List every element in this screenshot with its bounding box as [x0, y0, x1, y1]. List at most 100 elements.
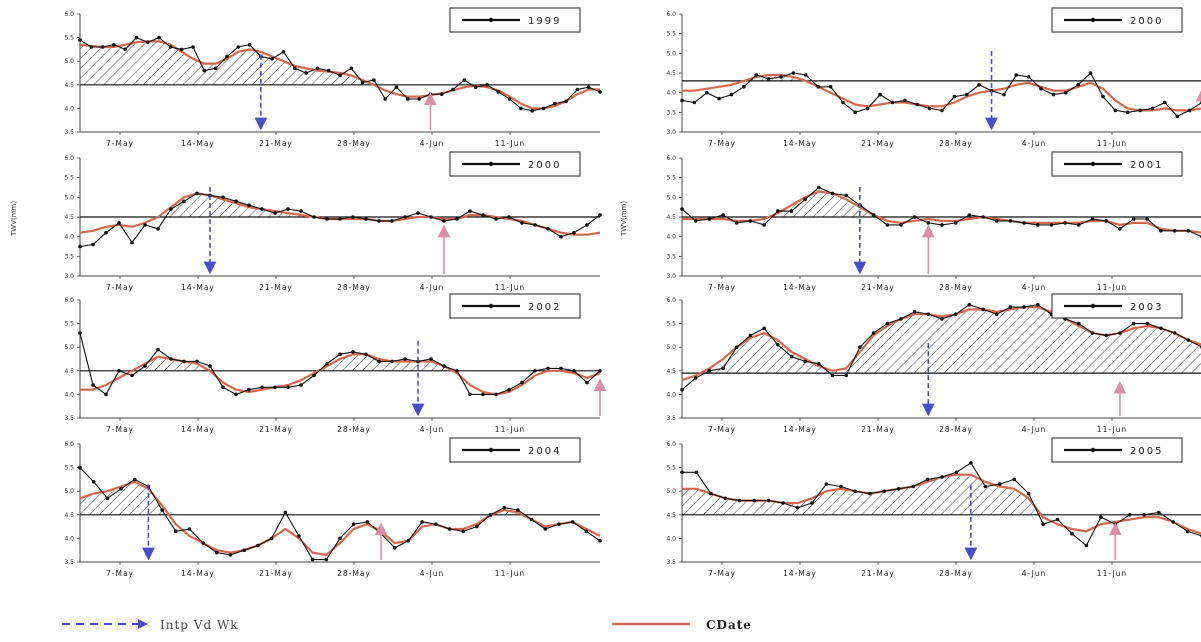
- x-tick-label: 4-Jun: [420, 139, 445, 148]
- observed-point: [169, 207, 173, 211]
- observed-point: [940, 223, 944, 227]
- observed-point: [598, 539, 602, 543]
- observed-point: [853, 110, 858, 115]
- x-tick-label: 21-May: [861, 569, 895, 578]
- observed-point: [1026, 75, 1031, 79]
- legend-marker-icon: [488, 17, 494, 23]
- y-tick-label: 3.5: [666, 415, 676, 422]
- observed-point: [434, 522, 438, 526]
- onset-arrow-legend-icon: [62, 619, 148, 629]
- observed-point: [78, 244, 82, 249]
- legend-marker-icon: [1090, 447, 1096, 453]
- observed-point: [312, 373, 316, 378]
- observed-point: [983, 484, 988, 489]
- observed-point: [779, 75, 783, 79]
- legend-cdate-label: CDate: [706, 618, 752, 632]
- y-tick-label: 6.0: [666, 441, 676, 448]
- observed-point: [475, 524, 479, 529]
- observed-point: [273, 385, 277, 390]
- x-tick-label: 28-May: [939, 569, 973, 578]
- observed-point: [132, 477, 137, 482]
- legend-year-label: 2000: [1130, 16, 1163, 27]
- observed-point: [1131, 217, 1136, 221]
- x-tick-label: 28-May: [337, 569, 371, 578]
- legend-marker-icon: [1090, 161, 1096, 167]
- observed-point: [1036, 302, 1040, 307]
- x-tick-label: 28-May: [337, 425, 371, 434]
- observed-point: [485, 83, 489, 87]
- observed-point: [705, 90, 709, 95]
- observed-point: [439, 92, 444, 96]
- observed-point: [994, 312, 999, 317]
- observed-point: [182, 359, 186, 364]
- observed-point: [1145, 217, 1150, 221]
- x-tick-label: 21-May: [259, 425, 293, 434]
- observed-point: [1064, 90, 1068, 95]
- x-tick-label: 14-May: [783, 139, 817, 148]
- observed-point: [473, 85, 478, 89]
- observed-point: [312, 215, 316, 219]
- observed-point: [156, 347, 160, 352]
- observed-point: [1101, 94, 1105, 99]
- observed-point: [324, 557, 329, 562]
- x-tick-label: 11-Jun: [1097, 425, 1127, 434]
- x-tick-label: 14-May: [783, 283, 817, 292]
- smoothed-series-line: [682, 73, 1201, 112]
- x-tick-label: 4-Jun: [1022, 425, 1047, 434]
- observed-point: [100, 45, 105, 49]
- observed-point: [270, 57, 275, 61]
- observed-point: [187, 527, 192, 531]
- observed-point: [78, 331, 82, 335]
- observed-point: [734, 221, 739, 225]
- observed-point: [338, 217, 342, 221]
- observed-point: [364, 352, 368, 357]
- observed-point: [299, 209, 303, 213]
- observed-point: [394, 85, 399, 89]
- y-tick-label: 5.5: [64, 321, 74, 328]
- observed-point: [953, 221, 958, 225]
- observed-point: [748, 219, 753, 223]
- y-tick-label: 5.0: [64, 344, 74, 351]
- observed-point: [273, 211, 277, 215]
- y-tick-label: 6.0: [666, 155, 676, 162]
- observed-point: [519, 106, 523, 111]
- observed-point: [247, 42, 252, 47]
- observed-point: [791, 71, 796, 75]
- y-tick-label: 5.0: [64, 488, 74, 495]
- legend-cdate: CDate: [610, 612, 830, 636]
- observed-point: [442, 364, 446, 368]
- observed-point: [738, 498, 742, 503]
- observed-point: [952, 94, 957, 99]
- x-tick-label: 28-May: [939, 283, 973, 292]
- observed-point: [156, 227, 160, 231]
- observed-point: [228, 553, 233, 557]
- observed-point: [789, 209, 794, 213]
- observed-point: [817, 185, 821, 190]
- observed-point: [890, 100, 895, 105]
- observed-point: [406, 97, 410, 101]
- observed-point: [1118, 331, 1122, 335]
- x-tick-label: 7-May: [708, 283, 736, 292]
- observed-point: [575, 87, 580, 92]
- observed-point: [830, 191, 835, 196]
- legend-year-label: 2001: [1130, 160, 1163, 171]
- hatched-area: [80, 354, 600, 371]
- x-tick-label: 4-Jun: [420, 425, 445, 434]
- legend-onset: Intp Vd Wk: [60, 612, 280, 636]
- y-tick-label: 5.5: [64, 35, 74, 42]
- observed-point: [546, 366, 550, 371]
- observed-point: [1163, 100, 1167, 105]
- observed-point: [91, 383, 95, 387]
- x-tick-label: 21-May: [861, 139, 895, 148]
- observed-point: [134, 35, 139, 40]
- observed-point: [1156, 510, 1161, 515]
- observed-point: [179, 47, 184, 52]
- observed-point: [338, 352, 342, 357]
- y-tick-label: 4.5: [64, 368, 74, 375]
- observed-point: [481, 213, 485, 217]
- observed-point: [1113, 522, 1118, 526]
- observed-point: [195, 191, 199, 196]
- observed-point: [1090, 331, 1095, 335]
- observed-point: [338, 73, 342, 78]
- x-tick-label: 21-May: [861, 425, 895, 434]
